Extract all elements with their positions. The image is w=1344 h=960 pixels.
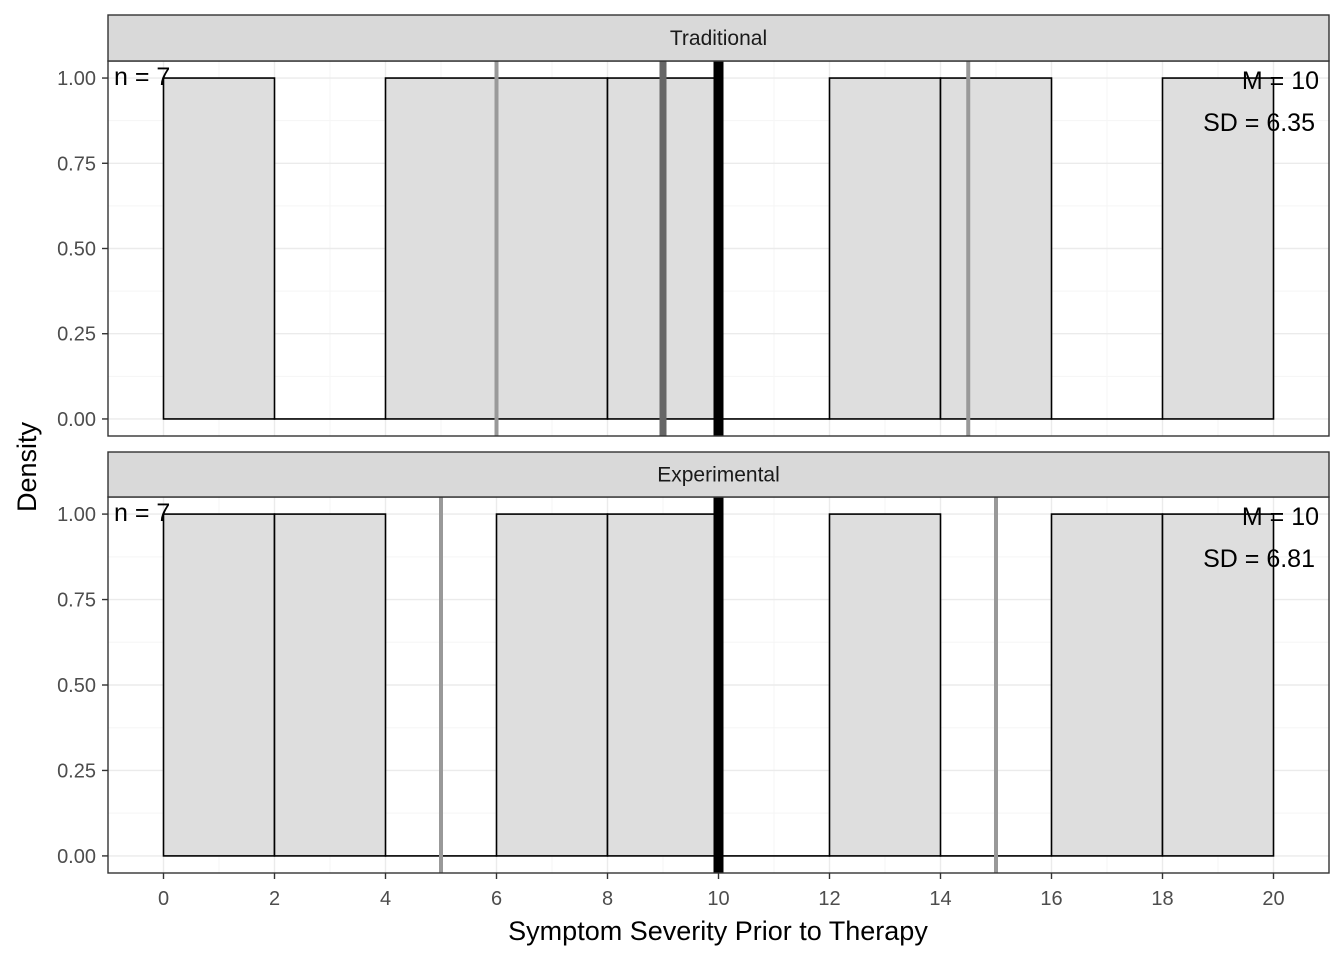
n-label: n = 7: [114, 499, 170, 527]
histogram-bar: [828, 513, 942, 857]
histogram-bar: [384, 77, 498, 420]
sd-label: SD = 6.35: [1203, 109, 1315, 137]
y-tick-label: 0.75: [57, 153, 96, 175]
y-tick-label: 0.25: [57, 324, 96, 346]
x-tick-label: 6: [491, 888, 502, 910]
x-tick-label: 0: [158, 888, 169, 910]
histogram-bar: [1161, 513, 1275, 857]
x-tick-label: 4: [380, 888, 391, 910]
facet-strip: [107, 14, 1330, 62]
x-tick-label: 16: [1040, 888, 1062, 910]
facet-strip: [107, 451, 1330, 498]
x-tick-label: 14: [929, 888, 951, 910]
mean-label: M = 10: [1242, 503, 1319, 531]
y-tick-label: 1.00: [57, 68, 96, 90]
x-tick-label: 18: [1151, 888, 1173, 910]
histogram-bar: [495, 513, 609, 857]
histogram-bar: [495, 77, 609, 420]
histogram-bar: [162, 77, 276, 420]
x-axis-title: Symptom Severity Prior to Therapy: [508, 916, 928, 946]
x-tick-label: 2: [269, 888, 280, 910]
facet-strip-label: Traditional: [670, 27, 767, 50]
histogram-bar: [162, 513, 276, 857]
y-tick-label: 0.50: [57, 239, 96, 261]
mean-label: M = 10: [1242, 67, 1319, 95]
sd-label: SD = 6.81: [1203, 545, 1315, 573]
x-tick-label: 12: [818, 888, 840, 910]
facet-strip-label: Experimental: [657, 464, 780, 487]
x-tick-label: 8: [602, 888, 613, 910]
y-tick-label: 0.50: [57, 675, 96, 697]
histogram-bar: [606, 513, 720, 857]
histogram-bar: [273, 513, 387, 857]
y-tick-label: 0.00: [57, 846, 96, 868]
histogram-bar: [939, 77, 1053, 420]
x-tick-label: 10: [707, 888, 729, 910]
y-tick-label: 0.00: [57, 409, 96, 431]
x-tick-label: 20: [1262, 888, 1284, 910]
y-axis-title: Density: [12, 421, 42, 512]
y-tick-label: 1.00: [57, 504, 96, 526]
histogram-bar: [1050, 513, 1164, 857]
histogram-bar: [1161, 77, 1275, 420]
n-label: n = 7: [114, 63, 170, 91]
y-tick-label: 0.75: [57, 590, 96, 612]
histogram-bar: [828, 77, 942, 420]
y-tick-label: 0.25: [57, 760, 96, 782]
